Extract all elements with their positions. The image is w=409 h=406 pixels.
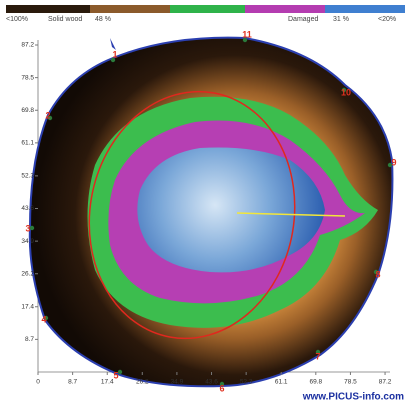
sensor-label: 8 [375, 269, 380, 279]
legend-swatch [245, 5, 325, 13]
x-tick-label: 87.2 [379, 379, 392, 386]
x-tick-label: 34.9 [171, 379, 184, 386]
screenshot: <100% Solid wood 48 % Damaged 31 % <20% … [0, 0, 409, 406]
x-tick-label: 8.7 [68, 379, 77, 386]
x-tick-label: 17.4 [101, 379, 114, 386]
x-tick-label: 0 [36, 379, 40, 386]
legend-swatch [90, 5, 170, 13]
sensor-label: 1 [112, 49, 117, 59]
sensor-label: 9 [391, 157, 396, 167]
sensor-label: 5 [113, 370, 118, 380]
y-tick-label: 61.1 [21, 140, 34, 147]
sensor-label: 11 [242, 29, 252, 39]
north-arrow [110, 38, 116, 50]
sensor-label: 2 [45, 110, 50, 120]
y-tick-label: 17.4 [21, 303, 34, 310]
x-tick-label: 52.3 [240, 379, 253, 386]
x-tick-label: 43.6 [205, 379, 218, 386]
legend-label: 31 % [333, 16, 349, 23]
legend-label: <20% [378, 16, 396, 23]
y-tick-label: 8.7 [25, 336, 34, 343]
x-tick-label: 78.5 [344, 379, 357, 386]
y-tick-label: 26.2 [21, 270, 34, 277]
footer-url: www.PICUS-info.com [302, 392, 404, 403]
legend-label: Damaged [288, 16, 318, 23]
legend-swatch [6, 5, 90, 13]
sensor-label: 3 [25, 223, 30, 233]
legend-label: 48 % [95, 16, 111, 23]
sensor-label: 10 [341, 87, 351, 97]
y-tick-label: 69.8 [21, 107, 34, 114]
y-tick-label: 87.2 [21, 42, 34, 49]
x-tick-label: 61.1 [275, 379, 288, 386]
sensor-label: 4 [41, 314, 46, 324]
sensor-label: 6 [219, 383, 224, 393]
y-tick-label: 52.3 [21, 173, 34, 180]
y-tick-label: 43.6 [21, 205, 34, 212]
y-tick-label: 78.5 [21, 74, 34, 81]
x-tick-label: 26.2 [136, 379, 149, 386]
x-tick-label: 69.8 [309, 379, 322, 386]
legend-label: <100% [6, 16, 28, 23]
sensor-label: 7 [315, 351, 320, 361]
tomogram: <100% Solid wood 48 % Damaged 31 % <20% … [0, 0, 409, 406]
y-tick-label: 34.9 [21, 238, 34, 245]
legend-swatch [170, 5, 245, 13]
legend-label: Solid wood [48, 16, 82, 23]
legend-swatch [325, 5, 405, 13]
